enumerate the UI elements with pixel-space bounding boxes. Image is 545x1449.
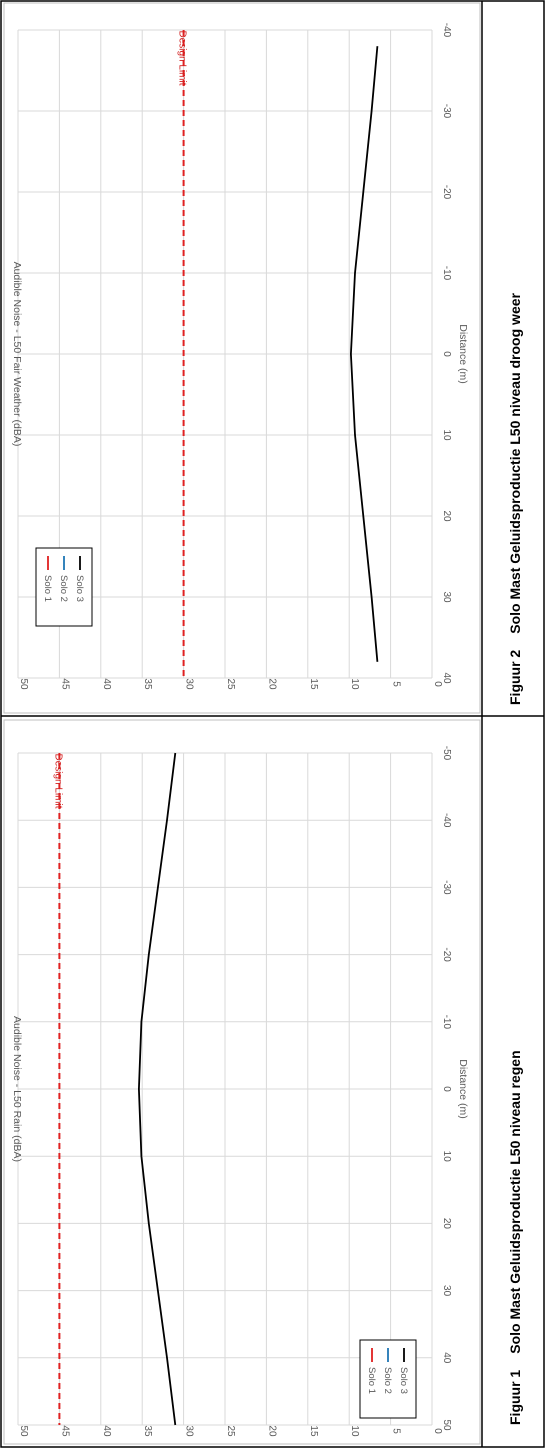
x-axis-label: Distance (m) — [457, 324, 469, 384]
x-tick-label: 10 — [441, 1151, 452, 1163]
chart-fair-weather: 0 5 10 15 20 25 30 35 40 45 50 -40 -30 -20 -10 0 10 20 30 4… — [3, 2, 481, 714]
y-axis-label: Audible Noise - L50 Rain (dBA) — [11, 1016, 23, 1162]
legend-label: Solo 2 — [382, 1367, 393, 1394]
y-tick-label: 10 — [349, 678, 360, 690]
x-tick-label: 30 — [441, 1285, 452, 1297]
y-tick-label: 45 — [59, 678, 70, 690]
x-tick-label: -30 — [441, 104, 452, 119]
x-tick-label: 0 — [441, 351, 452, 357]
y-tick-label: 40 — [101, 678, 112, 690]
legend-label: Solo 1 — [42, 575, 53, 602]
y-tick-label: 30 — [184, 678, 195, 690]
y-tick-label: 5 — [391, 681, 402, 687]
x-tick-label: -10 — [441, 266, 452, 281]
y-tick-label: 25 — [225, 678, 236, 690]
y-tick-label: 15 — [308, 678, 319, 690]
x-tick-label: -50 — [441, 746, 452, 761]
x-tick-label: 30 — [441, 591, 452, 603]
caption-figure-2: Figuur 2Solo Mast Geluidsproductie L50 n… — [507, 292, 523, 705]
caption-figure-1: Figuur 1Solo Mast Geluidsproductie L50 n… — [507, 1050, 523, 1425]
x-tick-label: 50 — [441, 1419, 452, 1431]
x-tick-label: -40 — [441, 23, 452, 38]
y-tick-label: 10 — [349, 1425, 360, 1437]
y-tick-label: 25 — [225, 1425, 236, 1437]
x-tick-label: -20 — [441, 947, 452, 962]
x-tick-label: 20 — [441, 510, 452, 522]
legend-label: Solo 2 — [58, 575, 69, 602]
y-tick-label: 50 — [18, 1425, 29, 1437]
design-limit-label: Design Limit — [177, 30, 188, 85]
design-limit-label: Design Limit — [52, 753, 63, 808]
series-line-solo-3 — [137, 752, 177, 1426]
x-axis-label: Distance (m) — [457, 1059, 469, 1119]
y-tick-label: 20 — [266, 678, 277, 690]
legend-label: Solo 3 — [398, 1367, 409, 1394]
series-line-solo-3 — [349, 46, 379, 662]
y-tick-label: 40 — [101, 1425, 112, 1437]
y-tick-label: 30 — [184, 1425, 195, 1437]
y-tick-label: 50 — [18, 678, 29, 690]
y-tick-label: 20 — [266, 1425, 277, 1437]
y-tick-label: 35 — [142, 678, 153, 690]
x-tick-label: -20 — [441, 185, 452, 200]
y-tick-label: 0 — [432, 681, 443, 687]
x-tick-label: 20 — [441, 1218, 452, 1230]
y-tick-label: 35 — [142, 1425, 153, 1437]
chart-rain: 0 5 10 15 20 25 30 35 40 45 50 -50 -40 -30 -20 -10 0 10 20… — [3, 719, 481, 1445]
x-tick-label: 40 — [441, 672, 452, 684]
y-tick-label: 5 — [391, 1428, 402, 1434]
chart-frame — [3, 719, 481, 1445]
x-tick-label: -40 — [441, 813, 452, 828]
y-tick-label: 0 — [432, 1428, 443, 1434]
legend-label: Solo 3 — [74, 575, 85, 602]
x-tick-label: -10 — [441, 1015, 452, 1030]
y-tick-label: 15 — [308, 1425, 319, 1437]
x-tick-label: -30 — [441, 880, 452, 895]
legend-label: Solo 1 — [366, 1367, 377, 1394]
x-tick-label: 10 — [441, 429, 452, 441]
y-tick-label: 45 — [59, 1425, 70, 1437]
x-tick-label: 40 — [441, 1352, 452, 1364]
x-tick-label: 0 — [441, 1086, 452, 1092]
y-axis-label: Audible Noise - L50 Fair Weather (dBA) — [11, 262, 23, 447]
